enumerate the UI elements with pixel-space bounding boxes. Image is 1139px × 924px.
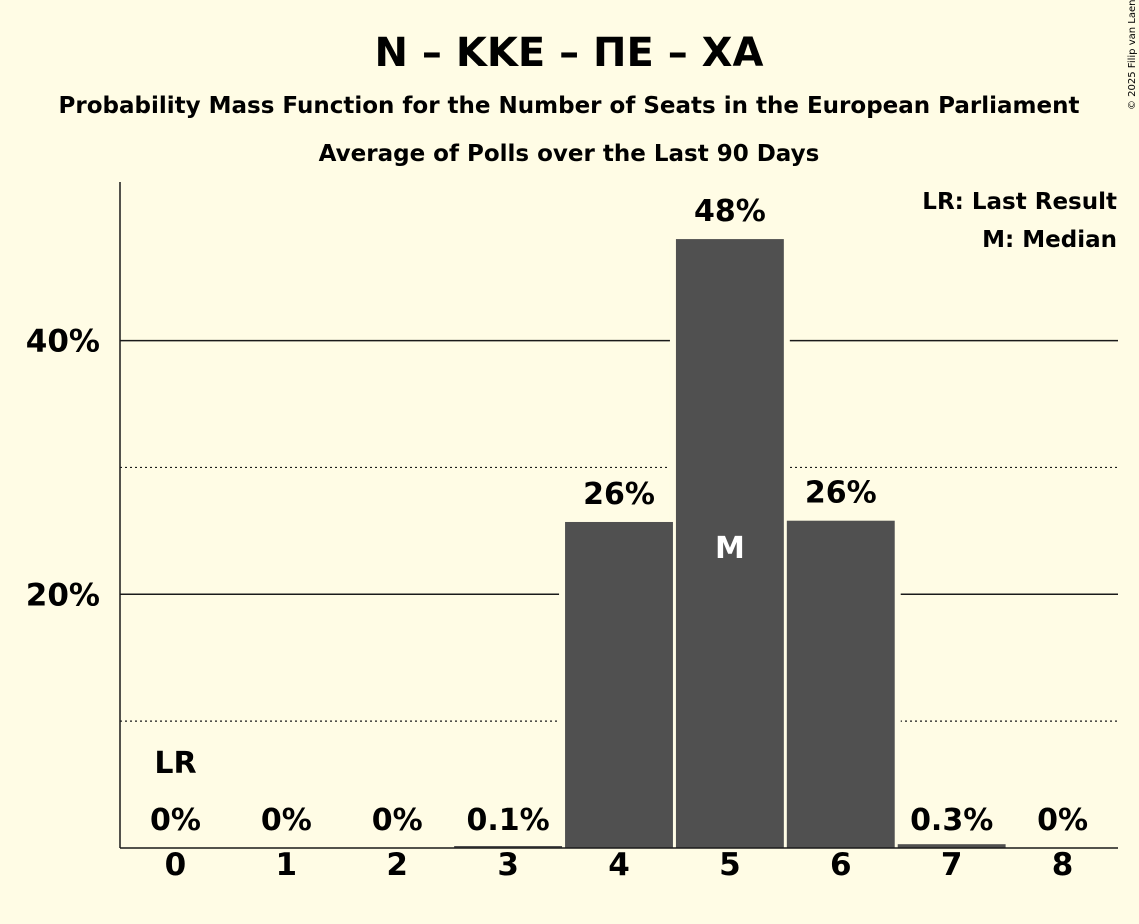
x-tick-label: 7 xyxy=(941,847,963,883)
bar xyxy=(897,844,1006,848)
bar-value-label: 48% xyxy=(694,194,766,229)
bar-value-label: 0% xyxy=(1037,803,1088,838)
bar-value-label: 26% xyxy=(805,476,877,511)
last-result-marker: LR xyxy=(154,746,196,781)
copyright-notice: © 2025 Filip van Laenen xyxy=(1127,0,1138,110)
legend: LR: Last Result M: Median xyxy=(922,189,1117,253)
bar xyxy=(565,521,673,848)
chart-subtitle: Probability Mass Function for the Number… xyxy=(59,93,1080,119)
bar-value-label: 26% xyxy=(583,477,655,512)
x-tick-label: 0 xyxy=(165,847,187,883)
x-tick-label: 8 xyxy=(1052,847,1074,883)
bar xyxy=(454,846,563,848)
bar-value-label: 0% xyxy=(261,803,312,838)
bar-value-label: 0% xyxy=(150,803,201,838)
legend-entry: LR: Last Result xyxy=(922,189,1117,215)
axes: 20% 40% 0 1 2 3 4 5 6 7 8 xyxy=(26,182,1118,883)
x-tick-label: 2 xyxy=(386,847,408,883)
chart-subtitle-2: Average of Polls over the Last 90 Days xyxy=(319,141,820,167)
median-marker: M xyxy=(715,531,745,566)
bar-value-labels: 0% 0% 0% 0.1% 26% 48% 26% 0.3% 0% M LR xyxy=(150,194,1088,838)
bars xyxy=(448,239,1012,849)
chart-title: N – KKE – ΠΕ – ΧΑ xyxy=(375,30,764,76)
y-tick-label: 20% xyxy=(26,577,100,613)
x-tick-label: 6 xyxy=(830,847,852,883)
legend-entry: M: Median xyxy=(982,227,1117,253)
x-tick-label: 3 xyxy=(497,847,519,883)
bar xyxy=(675,239,784,849)
bar-value-label: 0% xyxy=(372,803,423,838)
x-tick-label: 4 xyxy=(608,847,630,883)
y-tick-label: 40% xyxy=(26,324,100,360)
bar-value-label: 0.3% xyxy=(910,803,993,838)
x-tick-label: 5 xyxy=(719,847,741,883)
bar xyxy=(786,520,895,848)
x-tick-label: 1 xyxy=(276,847,298,883)
bar-value-label: 0.1% xyxy=(467,803,550,838)
